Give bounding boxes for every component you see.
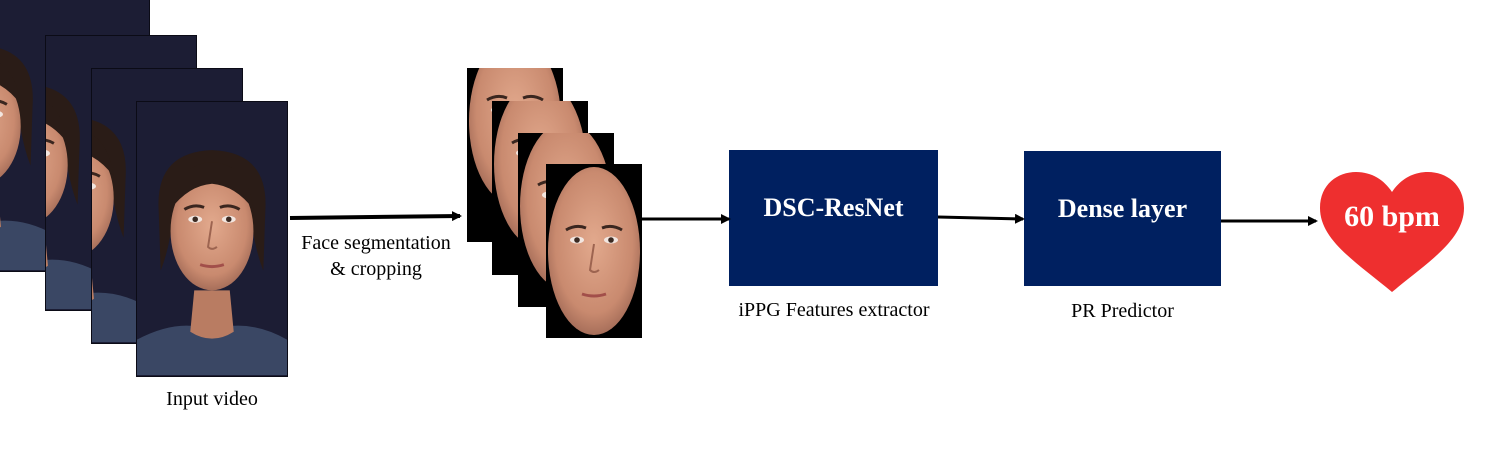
heart-rate-output: 60 bpm (1316, 170, 1468, 294)
dense-layer-title: Dense layer (1057, 193, 1188, 223)
bpm-value: 60 bpm (1344, 200, 1440, 233)
input-video-label: Input video (166, 388, 258, 410)
dsc-resnet-title: DSC-ResNet (763, 193, 904, 222)
cropped-frame-4 (546, 164, 642, 338)
extractor-label: iPPG Features extractor (738, 299, 930, 321)
arrow-video-to-crop (289, 211, 462, 222)
dense-layer-block: Dense layer (1024, 151, 1221, 286)
arrow-resnet-to-dense (937, 213, 1025, 224)
predictor-label: PR Predictor (1071, 300, 1174, 322)
segmentation-label-line1: Face segmentation (301, 232, 451, 254)
video-frame-4 (136, 101, 288, 377)
heart-icon (1320, 172, 1464, 292)
dsc-resnet-block: DSC-ResNet (729, 150, 938, 286)
segmentation-label: Face segmentation & cropping (288, 230, 464, 282)
segmentation-label-line2: & cropping (330, 258, 422, 280)
